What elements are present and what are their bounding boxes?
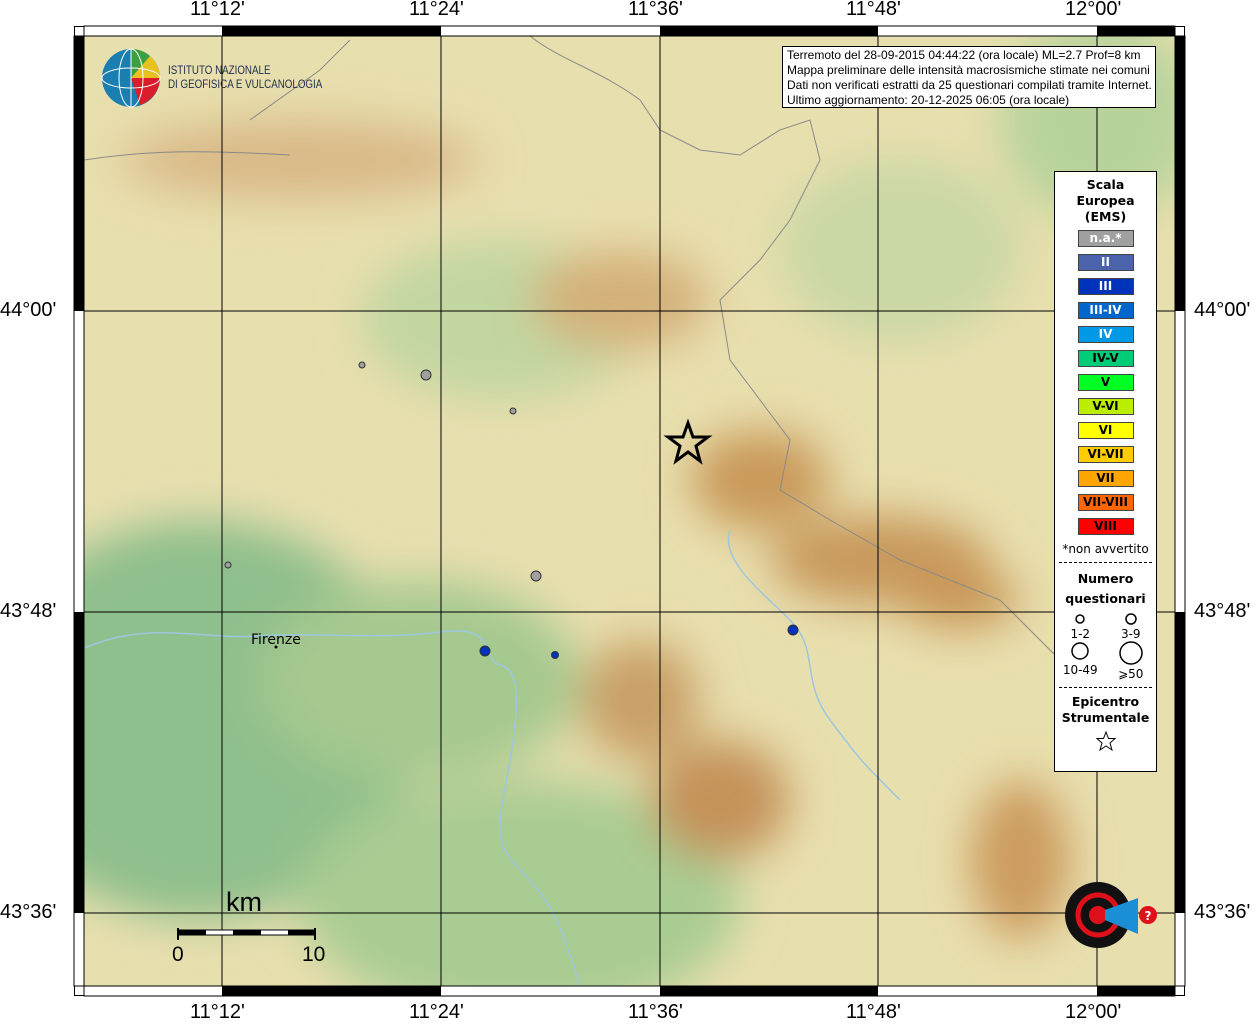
lat-tick-left: 43°36' bbox=[0, 901, 57, 923]
ems-swatch: VII bbox=[1077, 470, 1134, 487]
legend-star-icon bbox=[1095, 730, 1116, 752]
lon-tick-top: 11°48' bbox=[846, 0, 901, 20]
event-info-box: Terremoto del 28-09-2015 04:44:22 (ora l… bbox=[782, 46, 1156, 108]
ingv-logo-text: ISTITUTO NAZIONALE DI GEOFISICA E VULCANO… bbox=[168, 65, 323, 91]
lon-tick-bottom: 11°36' bbox=[628, 1001, 683, 1023]
lon-tick-top: 11°24' bbox=[409, 0, 464, 20]
lat-tick-right: 43°36' bbox=[1194, 901, 1251, 923]
scale-unit: km bbox=[226, 887, 262, 917]
logo-globe-icon bbox=[101, 48, 161, 108]
ems-swatch: III-IV bbox=[1077, 302, 1134, 319]
point-na bbox=[420, 369, 432, 381]
graticule bbox=[84, 36, 1175, 986]
ems-swatch: VI-VII bbox=[1077, 446, 1134, 463]
ems-swatch: III bbox=[1077, 278, 1134, 295]
scale-bar bbox=[177, 928, 316, 940]
place-label-firenze: Firenze bbox=[251, 632, 301, 648]
map-frame bbox=[73, 25, 1186, 997]
lon-tick-bottom: 12°00' bbox=[1065, 1001, 1122, 1023]
ems-swatch: VII-VIII bbox=[1077, 494, 1134, 511]
legend: Scala Europea (EMS) n.a.* II III III-IV IV IV… bbox=[1054, 171, 1157, 772]
ems-swatch: V-VI bbox=[1077, 398, 1134, 415]
intensity-points bbox=[224, 361, 799, 659]
lon-tick-top: 11°12' bbox=[190, 0, 245, 20]
svg-text:?: ? bbox=[1145, 909, 1152, 923]
lon-tick-top: 12°00' bbox=[1065, 0, 1122, 20]
lon-tick-top: 11°36' bbox=[628, 0, 683, 20]
scale-max: 10 bbox=[302, 943, 326, 966]
epicenter-star-icon bbox=[663, 418, 713, 465]
lat-tick-right: 44°00' bbox=[1194, 299, 1251, 321]
ems-scale: n.a.* II III III-IV IV IV-V V V-VI VI VI-VII VII VI… bbox=[1055, 230, 1156, 535]
point-na bbox=[224, 561, 232, 569]
legend-title: Scala bbox=[1086, 177, 1125, 192]
ems-swatch: II bbox=[1077, 254, 1134, 271]
ems-swatch: n.a.* bbox=[1077, 230, 1134, 247]
legend-note: *non avvertito bbox=[1062, 542, 1149, 556]
firenze-marker bbox=[274, 645, 278, 649]
ems-swatch: VI bbox=[1077, 422, 1134, 439]
ems-swatch: V bbox=[1077, 374, 1134, 391]
point-III bbox=[479, 645, 491, 657]
point-na bbox=[530, 570, 542, 582]
lat-tick-right: 43°48' bbox=[1194, 600, 1251, 622]
ems-swatch: VIII bbox=[1077, 518, 1134, 535]
lon-tick-bottom: 11°24' bbox=[409, 1001, 464, 1023]
lon-tick-bottom: 11°48' bbox=[846, 1001, 901, 1023]
lat-tick-left: 44°00' bbox=[0, 299, 57, 321]
point-na bbox=[358, 361, 366, 369]
count-sizes: 1-2 3-9 10-49 ⩾50 bbox=[1055, 613, 1156, 681]
lat-tick-left: 43°48' bbox=[0, 600, 57, 622]
ems-swatch: IV-V bbox=[1077, 350, 1134, 367]
ems-swatch: IV bbox=[1077, 326, 1134, 343]
watermark-logo-icon: ? bbox=[1065, 882, 1157, 948]
point-na bbox=[509, 407, 517, 415]
scale-min: 0 bbox=[172, 943, 184, 966]
point-III bbox=[551, 651, 559, 659]
terrain bbox=[84, 36, 1175, 986]
lon-tick-bottom: 11°12' bbox=[190, 1001, 245, 1023]
point-III bbox=[787, 624, 799, 636]
